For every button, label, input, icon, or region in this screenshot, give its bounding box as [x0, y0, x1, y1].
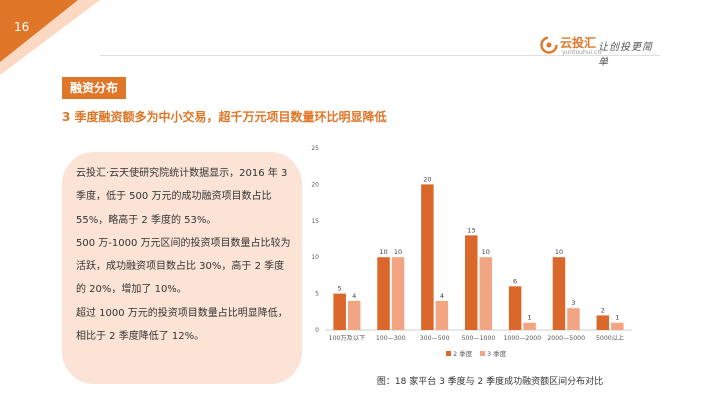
summary-text: 云投汇·云天使研究院统计数据显示，2016 年 3 季度，低于 500 万元的成… — [76, 162, 292, 348]
data-label: 1 — [528, 314, 532, 322]
data-label: 10 — [379, 248, 387, 256]
section-tag: 融资分布 — [62, 77, 126, 99]
bar — [567, 308, 580, 330]
legend-swatch — [480, 351, 485, 356]
y-tick-label: 20 — [311, 181, 319, 188]
x-tick-label: 300—500 — [420, 335, 450, 342]
y-tick-label: 0 — [315, 327, 319, 334]
cloud-logo-icon — [540, 36, 558, 54]
bar — [377, 257, 390, 330]
bar — [508, 286, 522, 330]
data-label: 3 — [571, 299, 575, 307]
bar — [611, 322, 624, 330]
data-label: 20 — [423, 175, 431, 183]
data-label: 6 — [513, 277, 517, 285]
data-label: 10 — [482, 248, 490, 256]
x-tick-label: 100—300 — [376, 335, 406, 342]
bar — [523, 322, 536, 330]
logo-domain: yuntouhui.cn — [562, 49, 602, 56]
x-tick-label: 500—1000 — [462, 335, 496, 342]
summary-card: 云投汇·云天使研究院统计数据显示，2016 年 3 季度，低于 500 万元的成… — [62, 152, 302, 384]
data-label: 13 — [467, 226, 475, 234]
data-label: 4 — [352, 292, 356, 300]
summary-paragraph-3: 超过 1000 万元的投资项目数量占比明显降低，相比于 2 季度降低了 12%。 — [76, 307, 288, 343]
x-tick-label: 5000以上 — [596, 334, 624, 342]
bar — [479, 257, 492, 330]
summary-paragraph-2: 500 万-1000 万元区间的投资项目数量占比较为活跃，成功融资项目数占比 3… — [76, 237, 291, 296]
bar — [435, 300, 449, 330]
x-tick-label: 2000—5000 — [547, 335, 585, 342]
data-label: 5 — [338, 285, 342, 293]
y-tick-label: 5 — [315, 291, 319, 298]
bar — [465, 235, 478, 330]
bar — [333, 293, 346, 330]
data-label: 4 — [440, 292, 444, 300]
legend-label: 2 季度 — [453, 349, 473, 358]
summary-paragraph-1: 云投汇·云天使研究院统计数据显示，2016 年 3 季度，低于 500 万元的成… — [76, 168, 288, 226]
bar — [347, 300, 361, 330]
bar — [552, 257, 566, 330]
x-tick-label: 1000—2000 — [504, 335, 542, 342]
brand-logo: 云投汇 yuntouhui.cn 让创投更简单 — [540, 34, 660, 68]
y-tick-label: 10 — [311, 254, 319, 261]
legend-swatch — [446, 351, 451, 356]
bar — [421, 184, 434, 330]
header-divider — [100, 55, 660, 56]
x-tick-label: 100万及以下 — [329, 335, 366, 342]
bar — [596, 315, 610, 330]
data-label: 10 — [555, 248, 563, 256]
chart-caption: 图：18 家平台 3 季度与 2 季度成功融资额区间分布对比 — [376, 377, 604, 387]
logo-slogan: 让创投更简单 — [598, 42, 653, 68]
section-subtitle: 3 季度融资额多为中小交易，超千万元项目数量环比明显降低 — [62, 110, 387, 124]
data-label: 2 — [601, 306, 605, 314]
page-number: 16 — [14, 20, 30, 34]
legend-label: 3 季度 — [487, 349, 507, 358]
y-tick-label: 25 — [311, 145, 319, 152]
bar-chart: 0 5 10 15 20 25 5 4 100万及以下 10 10 100—300 20 4 300—500… — [311, 145, 632, 358]
bar — [391, 257, 405, 330]
y-tick-label: 15 — [311, 218, 319, 225]
corner-decoration — [0, 0, 100, 75]
data-label: 1 — [615, 314, 619, 322]
logo-name: 云投汇 — [560, 36, 597, 50]
data-label: 10 — [394, 248, 402, 256]
